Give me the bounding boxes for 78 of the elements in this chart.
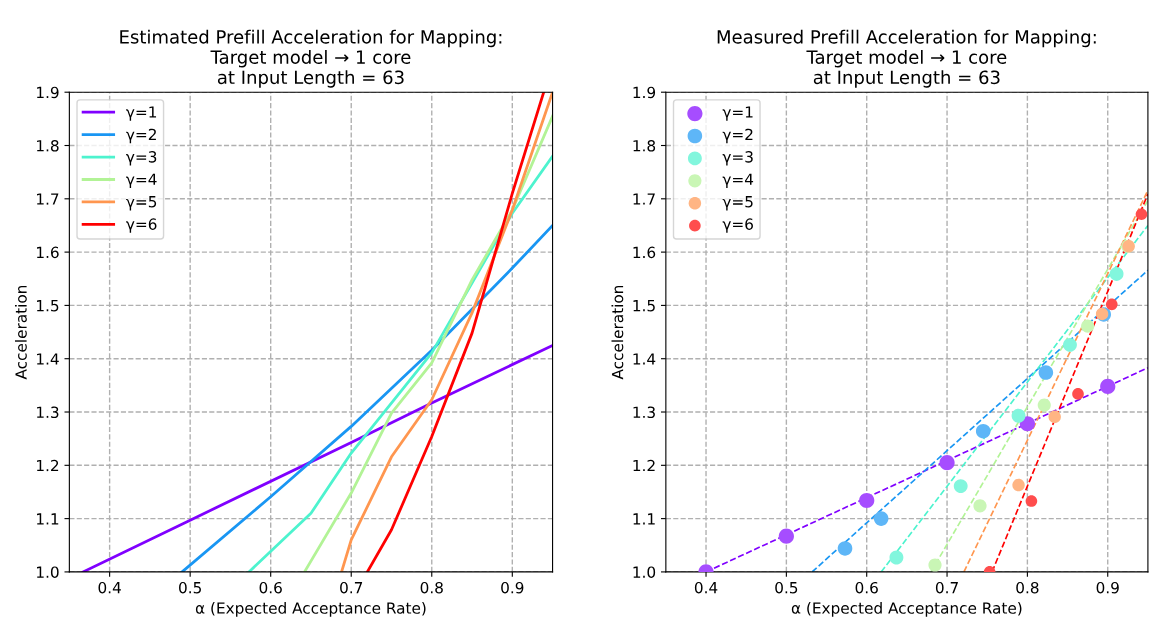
point	[889, 550, 904, 565]
legend-label: γ=1	[722, 106, 753, 121]
point	[1105, 298, 1118, 311]
point	[1100, 378, 1116, 395]
legend-label: γ=4	[126, 173, 157, 189]
point	[1081, 319, 1095, 333]
y-tick-label: 1.3	[633, 406, 655, 419]
x-tick-label: 0.6	[259, 581, 282, 594]
point	[1038, 365, 1054, 380]
y-tick-label: 1.7	[633, 193, 655, 205]
line-series	[81, 343, 553, 572]
point	[953, 479, 968, 494]
point	[928, 558, 942, 572]
point	[1063, 337, 1077, 352]
x-tick-label: 0.9	[501, 581, 524, 594]
x-tick-label: 0.9	[1096, 581, 1119, 594]
line-series	[180, 224, 553, 572]
point	[975, 423, 991, 439]
x-tick-label: 0.8	[420, 581, 443, 594]
y-tick-label: 1.4	[37, 353, 59, 365]
y-axis-title: Acceleration	[611, 285, 624, 380]
x-tick-label: 0.4	[98, 581, 121, 594]
y-tick-label: 1.8	[37, 139, 59, 152]
y-tick-label: 1.6	[37, 246, 59, 259]
legend-label: γ=6	[126, 218, 157, 233]
point	[1019, 416, 1035, 432]
x-tick-label: 0.8	[1016, 581, 1039, 594]
y-tick-label: 1.5	[633, 300, 655, 312]
x-axis-title: α (Expected Acceptance Rate)	[195, 601, 426, 617]
y-tick-label: 1.1	[633, 513, 655, 525]
point	[1037, 398, 1051, 412]
point	[1048, 410, 1061, 424]
point	[1012, 478, 1025, 492]
legend-label: γ=6	[722, 218, 753, 233]
x-tick-label: 0.6	[855, 581, 878, 594]
legend-label: γ=3	[126, 151, 157, 166]
legend-label: γ=1	[126, 106, 157, 121]
x-tick-label: 0.7	[935, 581, 958, 594]
y-tick-label: 1.7	[37, 193, 59, 205]
legend-label: γ=4	[722, 173, 754, 189]
y-tick-label: 1.8	[633, 139, 656, 152]
y-tick-label: 1.9	[633, 86, 656, 99]
x-tick-label: 0.7	[340, 581, 363, 594]
line-series	[365, 92, 546, 572]
y-tick-label: 1.2	[633, 459, 655, 472]
legend-label: γ=5	[722, 196, 753, 211]
point	[939, 455, 955, 471]
legend-label: γ=3	[722, 151, 753, 166]
y-tick-label: 1.1	[37, 513, 59, 525]
x-tick-label: 0.4	[694, 581, 718, 594]
point	[873, 511, 889, 526]
point	[1072, 388, 1084, 400]
point	[778, 528, 794, 544]
point	[837, 541, 853, 556]
y-tick-label: 1.2	[37, 459, 59, 472]
point	[1025, 495, 1038, 507]
chart-title: Estimated Prefill Acceleration for Mapping: Target model → 1 core at Input Length = 63	[120, 29, 502, 88]
y-tick-label: 1.6	[633, 246, 656, 259]
point	[1135, 208, 1148, 221]
chart-title: Measured Prefill Acceleration for Mapping: Target model → 1 core at Input Length = 63	[717, 29, 1096, 88]
x-tick-label: 0.5	[775, 581, 798, 594]
point	[973, 499, 987, 513]
y-tick-label: 1.0	[37, 566, 59, 578]
line-series	[303, 114, 553, 572]
y-tick-label: 1.0	[633, 566, 656, 578]
x-axis-title: α (Expected Acceptance Rate)	[791, 601, 1022, 617]
y-tick-label: 1.5	[37, 300, 59, 312]
point	[1011, 408, 1026, 423]
legend-label: γ=2	[722, 128, 753, 144]
y-axis-title: Acceleration	[15, 285, 27, 380]
y-tick-label: 1.4	[633, 353, 656, 365]
y-tick-label: 1.3	[37, 406, 59, 419]
legend-label: γ=5	[126, 196, 157, 211]
point	[1109, 267, 1124, 281]
y-tick-label: 1.9	[37, 86, 59, 99]
point	[859, 492, 875, 509]
legend-label: γ=2	[126, 128, 156, 144]
x-tick-label: 0.5	[179, 581, 201, 594]
